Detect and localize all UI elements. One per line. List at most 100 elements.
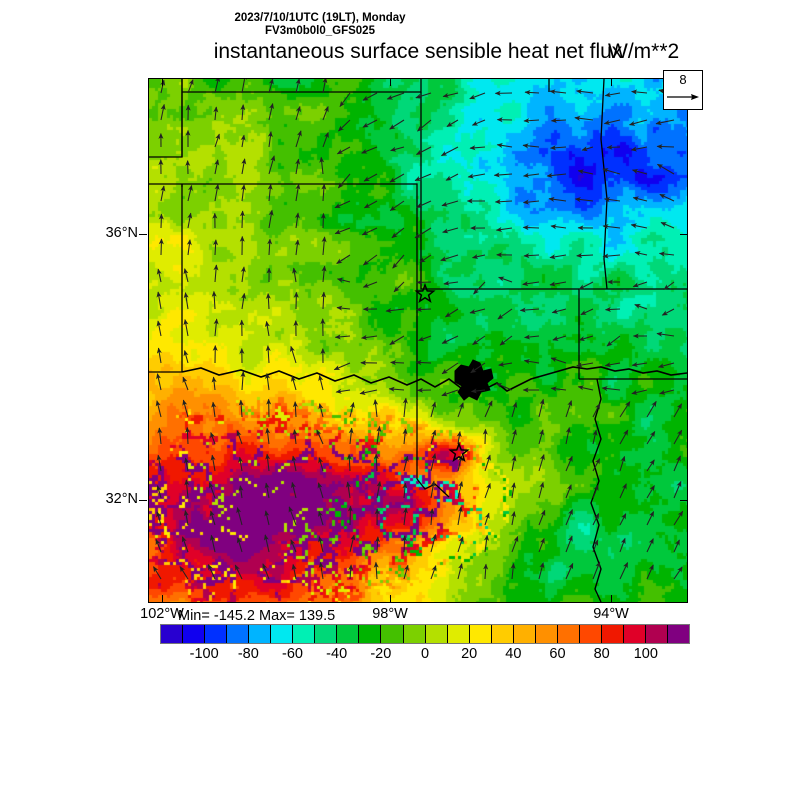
wind-vector <box>631 389 648 395</box>
wind-vector <box>578 281 594 290</box>
wind-vector <box>390 146 405 152</box>
wind-vector <box>440 254 459 262</box>
wind-vector <box>295 158 301 175</box>
colorbar-segment <box>293 625 316 643</box>
wind-vector <box>523 358 540 364</box>
wind-vector <box>522 199 540 205</box>
station-markers-layer <box>414 282 470 463</box>
wind-vector <box>441 389 459 397</box>
wind-vector <box>415 306 432 312</box>
wind-vector <box>522 225 540 231</box>
colorbar-segment <box>646 625 669 643</box>
wind-vector <box>389 173 405 183</box>
map-plot-area[interactable] <box>148 78 688 603</box>
state-border <box>416 478 450 498</box>
wind-vector <box>552 335 567 341</box>
station-star-north[interactable] <box>414 282 436 304</box>
wind-vector <box>646 400 657 418</box>
wind-vector <box>606 144 621 150</box>
wind-vector <box>673 403 683 418</box>
wind-vector <box>546 172 567 178</box>
wind-vector <box>619 537 626 553</box>
wind-vector <box>291 375 297 391</box>
wind-vector <box>214 159 220 175</box>
wind-vector <box>416 279 432 285</box>
wind-vector <box>321 236 327 256</box>
wind-vector <box>156 320 162 337</box>
wind-vector <box>445 173 459 181</box>
lon-tick <box>611 595 612 603</box>
colorbar-segment <box>183 625 206 643</box>
wind-vector <box>581 146 594 152</box>
wind-vector <box>241 79 247 94</box>
wind-vector <box>619 513 627 526</box>
colorbar-segment <box>491 625 514 643</box>
wind-vector <box>238 485 244 499</box>
wind-vector <box>208 482 216 499</box>
wind-vector <box>549 254 567 260</box>
lat-tick <box>139 234 147 235</box>
wind-vector <box>213 239 219 256</box>
wind-vector <box>603 119 621 125</box>
wind-vector <box>160 103 166 121</box>
wind-vector <box>240 104 246 121</box>
wind-vector <box>290 539 297 553</box>
wind-vector <box>619 483 627 499</box>
wind-vector <box>524 334 540 340</box>
wind-vector <box>390 360 405 366</box>
wind-vector <box>440 146 459 157</box>
wind-vector <box>575 89 594 95</box>
wind-vector <box>361 146 378 154</box>
wind-vector <box>389 335 405 345</box>
wind-vector <box>565 535 573 553</box>
page-title: instantaneous surface sensible heat net … <box>213 40 623 63</box>
wind-vector <box>268 102 275 121</box>
wind-vector <box>483 563 489 580</box>
wind-vector <box>403 564 409 580</box>
wind-vector <box>457 506 463 526</box>
wind-vector <box>484 454 491 472</box>
wind-vector <box>606 335 621 347</box>
colorbar-segment <box>161 625 184 643</box>
wind-vector <box>339 92 351 108</box>
colorbar[interactable] <box>160 624 690 644</box>
wind-vector <box>156 291 162 310</box>
wind-vector <box>524 89 540 96</box>
colorbar-tick-label: 100 <box>633 646 658 662</box>
wind-vector <box>347 505 353 526</box>
wind-vector <box>240 184 246 202</box>
wind-vector <box>549 145 567 151</box>
wind-vector <box>523 118 540 124</box>
wind-vector <box>373 453 379 472</box>
wind-vector <box>442 92 459 98</box>
wind-vector <box>265 292 271 310</box>
colorbar-segment <box>557 625 580 643</box>
wind-vector <box>214 133 221 148</box>
wind-vector <box>292 401 298 418</box>
lat-tick <box>139 500 147 501</box>
wind-vector <box>157 427 163 445</box>
wind-vector <box>416 200 432 208</box>
wind-vector <box>321 291 327 310</box>
wind-vector <box>467 173 486 179</box>
wind-vector <box>522 143 540 149</box>
colorbar-segment <box>579 625 602 643</box>
wind-vector <box>538 398 545 418</box>
wind-vector <box>632 196 648 202</box>
wind-vector <box>565 400 573 418</box>
wind-vector <box>565 427 571 445</box>
wind-vector <box>551 308 567 314</box>
wind-vector <box>656 144 675 150</box>
wind-vector <box>240 134 246 148</box>
wind-vector <box>471 254 486 260</box>
lon-tick-top <box>162 78 163 86</box>
wind-vector <box>349 534 356 553</box>
wind-vector <box>373 399 379 418</box>
wind-vector <box>238 456 244 472</box>
wind-vector <box>318 457 324 472</box>
wind-vector <box>183 318 189 337</box>
station-star-south[interactable] <box>448 441 470 463</box>
wind-vector <box>446 119 459 127</box>
wind-vector <box>511 401 518 418</box>
colorbar-tick-label: -60 <box>282 646 303 662</box>
